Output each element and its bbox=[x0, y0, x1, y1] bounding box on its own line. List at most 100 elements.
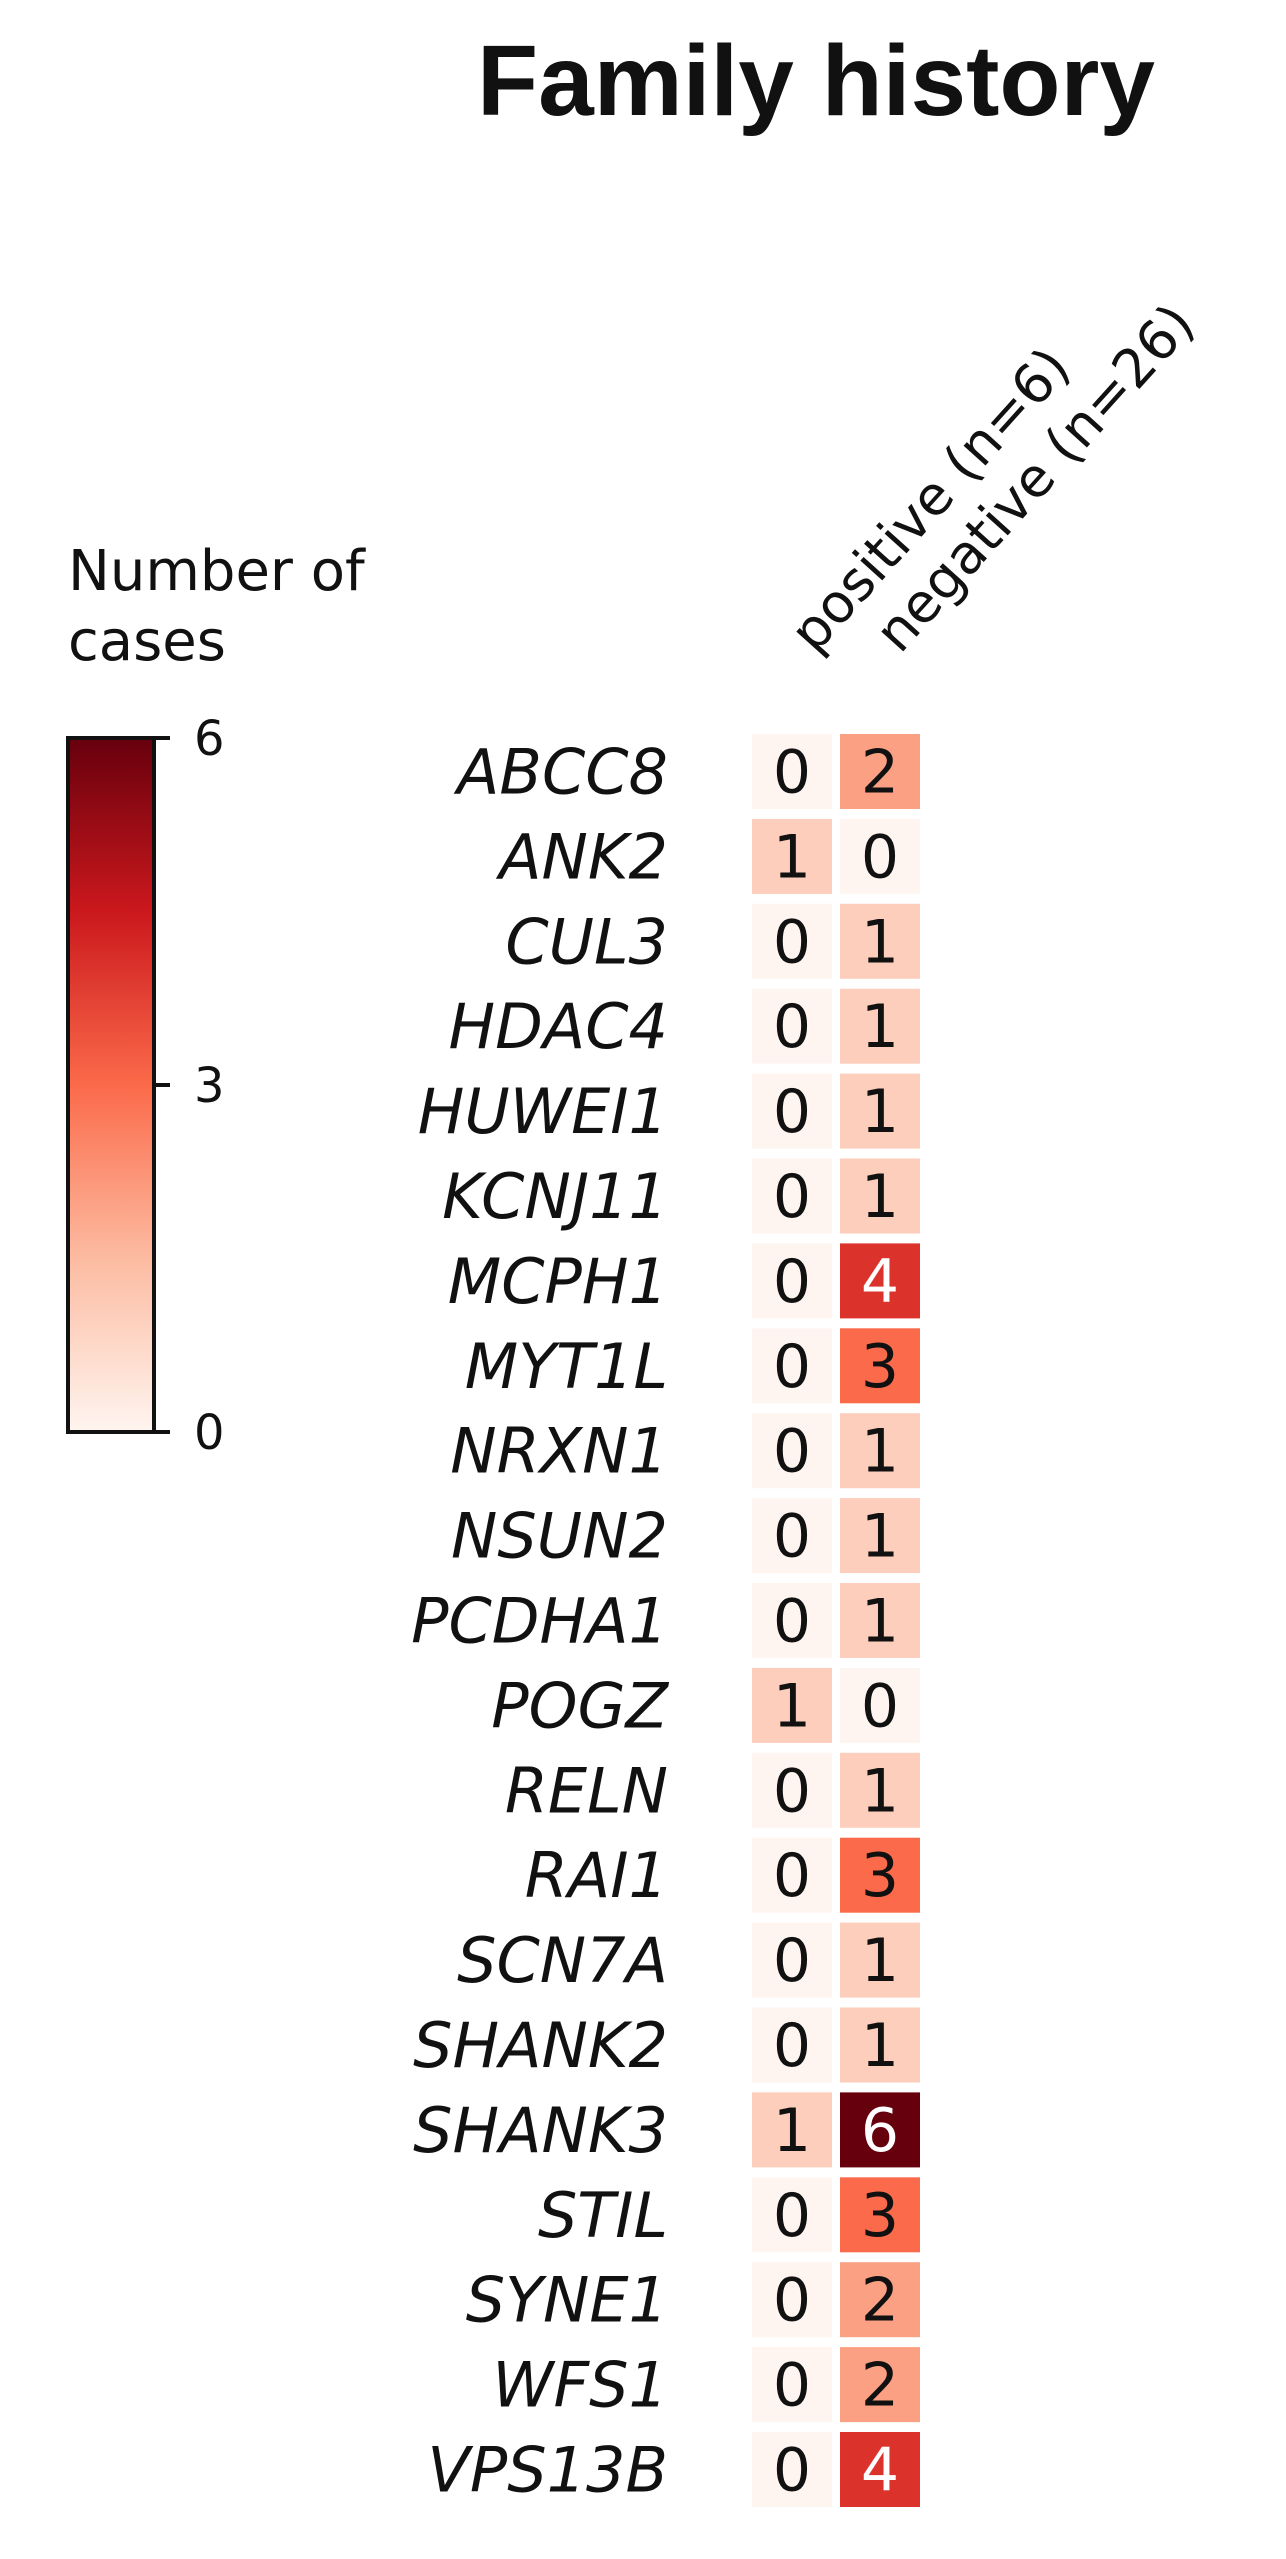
heatmap-cell bbox=[840, 1837, 920, 1913]
heatmap-cells: 0 21 00 10 10 10 10 40 30 10 10 11 00 10 30 10 11 60 30 20 2… bbox=[752, 734, 920, 2507]
cell-value-label: 1 bbox=[861, 907, 899, 977]
heatmap-cell bbox=[840, 1158, 920, 1234]
cell-value-label: 0 bbox=[773, 738, 811, 808]
heatmap-cell bbox=[840, 1583, 920, 1658]
cell-value-label: 1 bbox=[861, 992, 899, 1062]
heatmap-cell bbox=[752, 903, 832, 979]
row-label: STIL bbox=[538, 2179, 668, 2252]
colorbar-title: Number of cases bbox=[68, 539, 383, 674]
column-labels: positive (n=6)negative (n=26) bbox=[778, 292, 1207, 664]
heatmap-cell bbox=[752, 2007, 832, 2083]
heatmap-cell bbox=[752, 1837, 832, 1913]
heatmap-cell bbox=[840, 2092, 920, 2168]
heatmap-cell bbox=[840, 1243, 920, 1319]
heatmap-cell bbox=[840, 988, 920, 1064]
colorbar-tick-label: 3 bbox=[194, 1058, 225, 1114]
cell-value-label: 0 bbox=[773, 1841, 811, 1911]
cell-value-label: 2 bbox=[861, 2266, 899, 2336]
heatmap-cell bbox=[752, 1073, 832, 1149]
cell-value-label: 2 bbox=[861, 738, 899, 808]
cell-value-label: 0 bbox=[773, 1162, 811, 1232]
cell-value-label: 0 bbox=[773, 1926, 811, 1996]
colorbar bbox=[66, 736, 156, 1434]
heatmap-cell bbox=[840, 2007, 920, 2083]
cell-value-label: 1 bbox=[861, 1502, 899, 1572]
cell-value-label: 1 bbox=[773, 2096, 811, 2166]
heatmap-cell bbox=[752, 2262, 832, 2338]
cell-value-label: 0 bbox=[773, 1417, 811, 1487]
heatmap-cell bbox=[840, 1667, 920, 1743]
cell-value-label: 1 bbox=[861, 1926, 899, 1996]
heatmap-cell bbox=[840, 1498, 920, 1574]
heatmap-cell bbox=[840, 2177, 920, 2253]
cell-value-label: 4 bbox=[861, 1247, 899, 1317]
cell-value-label: 0 bbox=[773, 907, 811, 977]
row-label: RELN bbox=[505, 1754, 668, 1827]
row-label: SHANK2 bbox=[413, 2009, 668, 2082]
cell-value-label: 0 bbox=[773, 992, 811, 1062]
cell-value-label: 3 bbox=[861, 1841, 899, 1911]
cell-value-label: 1 bbox=[861, 1587, 899, 1657]
cell-value-label: 0 bbox=[773, 2181, 811, 2251]
row-label: ANK2 bbox=[495, 820, 668, 893]
cell-value-label: 0 bbox=[773, 2351, 811, 2421]
cell-value-label: 1 bbox=[773, 822, 811, 892]
colorbar-legend: Number of cases 0 3 6 bbox=[66, 539, 383, 1461]
cell-value-label: 0 bbox=[773, 2436, 811, 2506]
heatmap-cell bbox=[840, 1922, 920, 1998]
cell-value-label: 0 bbox=[861, 1671, 899, 1741]
cell-value-label: 0 bbox=[773, 1247, 811, 1317]
row-labels: ABCC8 ANK2 CUL3 HDAC4 HUWEI1 KCNJ11 MCPH1 MYT1L… bbox=[411, 736, 669, 2507]
heatmap-cell bbox=[752, 1243, 832, 1319]
heatmap-cell bbox=[840, 818, 920, 894]
heatmap-cell bbox=[840, 1413, 920, 1489]
heatmap-cell bbox=[840, 2347, 920, 2423]
cell-value-label: 0 bbox=[773, 2266, 811, 2336]
heatmap-cell bbox=[840, 1752, 920, 1828]
heatmap-cell bbox=[752, 2432, 832, 2507]
heatmap-cell bbox=[840, 1328, 920, 1404]
row-label: MCPH1 bbox=[448, 1245, 668, 1318]
cell-value-label: 1 bbox=[861, 1756, 899, 1826]
row-label: HUWEI1 bbox=[418, 1075, 668, 1148]
cell-value-label: 2 bbox=[861, 2351, 899, 2421]
heatmap-cell bbox=[840, 1073, 920, 1149]
row-label: WFS1 bbox=[492, 2349, 668, 2422]
heatmap-cell bbox=[840, 734, 920, 809]
heatmap-cell bbox=[752, 1922, 832, 1998]
colorbar-tick-label: 0 bbox=[194, 1405, 225, 1461]
cell-value-label: 0 bbox=[773, 1756, 811, 1826]
cell-value-label: 0 bbox=[861, 822, 899, 892]
cell-value-label: 0 bbox=[773, 1077, 811, 1147]
cell-value-label: 1 bbox=[861, 1417, 899, 1487]
row-label: NSUN2 bbox=[451, 1500, 668, 1573]
row-label: SHANK3 bbox=[413, 2094, 668, 2167]
row-label: SYNE1 bbox=[466, 2264, 668, 2337]
cell-value-label: 0 bbox=[773, 1332, 811, 1402]
cell-value-label: 1 bbox=[861, 1162, 899, 1232]
cell-value-label: 0 bbox=[773, 1502, 811, 1572]
row-label: HDAC4 bbox=[448, 990, 668, 1063]
row-label: VPS13B bbox=[427, 2434, 668, 2507]
colorbar-title-line-2: cases bbox=[68, 609, 226, 674]
heatmap-cell bbox=[752, 1752, 832, 1828]
cell-value-label: 0 bbox=[773, 1587, 811, 1657]
heatmap-cell bbox=[752, 2092, 832, 2168]
row-label: CUL3 bbox=[505, 905, 668, 978]
heatmap-cell bbox=[752, 988, 832, 1064]
row-label: ABCC8 bbox=[453, 736, 668, 809]
chart-title: Family history bbox=[477, 25, 1155, 137]
colorbar-ticks: 0 3 6 bbox=[154, 711, 225, 1461]
colorbar-tick-label: 6 bbox=[194, 711, 225, 767]
row-label: NRXN1 bbox=[450, 1415, 668, 1488]
row-label: POGZ bbox=[491, 1669, 669, 1742]
heatmap-cell bbox=[752, 1413, 832, 1489]
row-label: PCDHA1 bbox=[411, 1585, 668, 1658]
cell-value-label: 1 bbox=[861, 2011, 899, 2081]
heatmap-cell bbox=[752, 1498, 832, 1574]
heatmap-cell bbox=[752, 1583, 832, 1658]
cell-value-label: 4 bbox=[861, 2436, 899, 2506]
heatmap-cell bbox=[752, 734, 832, 809]
colorbar-title-line-1: Number of bbox=[68, 539, 366, 604]
